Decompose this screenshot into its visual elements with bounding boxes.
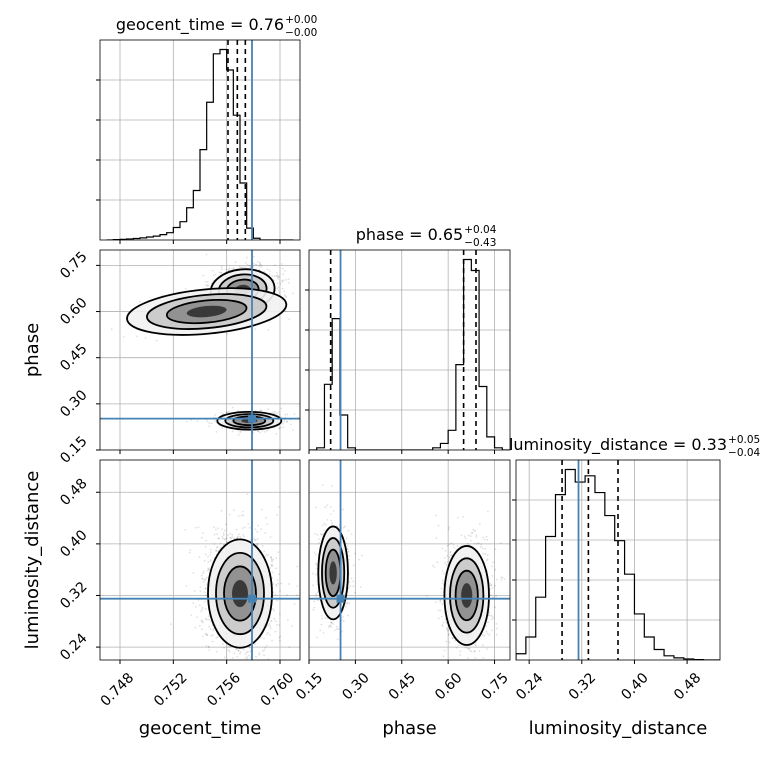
contour-0 [207, 538, 273, 649]
xtick-label: 0.760 [258, 670, 298, 710]
hist-panel-phase: phase = 0.65 +0.04−0.43 [305, 224, 511, 454]
mode-2 [126, 287, 288, 336]
xlabel-geocent_time: geocent_time [139, 718, 262, 739]
mode-0 [207, 538, 273, 649]
contour-1 [224, 413, 275, 429]
density-body [170, 493, 299, 660]
xtick-label: 0.752 [151, 670, 191, 710]
panel-frame [308, 459, 511, 661]
title-minus-geocent_time: −0.00 [285, 27, 317, 39]
panel-frame [308, 249, 511, 451]
contour-1 [215, 552, 265, 636]
xtick-label: 0.40 [618, 670, 651, 703]
xtick-label: 0.75 [478, 670, 511, 703]
ytick-label: 0.45 [57, 341, 90, 374]
scatter-points [110, 253, 299, 436]
xtick-label: 0.60 [432, 670, 465, 703]
mode-0 [317, 525, 349, 621]
mode-1 [443, 545, 490, 646]
histogram-phase [309, 258, 510, 450]
density-fill-3 [186, 305, 227, 318]
gridlines [100, 40, 300, 240]
title-minus-phase: −0.43 [464, 237, 496, 249]
xtick-label: 0.45 [386, 670, 419, 703]
density-panel-geocent_time-vs-luminosity_distance: 0.24 0.32 0.40 0.48 luminosity_distance 0.748… [22, 459, 301, 739]
ytick-label: 0.15 [57, 433, 90, 466]
title-plus-luminosity_distance: +0.05 [728, 434, 760, 446]
xtick-label: 0.30 [339, 670, 372, 703]
density-fill-3 [329, 561, 337, 585]
density-fill-3 [232, 580, 248, 608]
xlabel-luminosity_distance: luminosity_distance [529, 718, 708, 739]
contour-1 [449, 557, 485, 634]
hist-panel-luminosity_distance: luminosity_distance = 0.33 +0.05−0.04 0.24… [509, 434, 760, 739]
ytick-label: 0.40 [57, 527, 90, 560]
xtick-label: 0.48 [671, 670, 704, 703]
ytick-label: 0.24 [57, 630, 90, 663]
xlabel-phase: phase [382, 718, 436, 739]
title-plus-phase: +0.04 [464, 224, 496, 236]
truth-marker [248, 594, 256, 603]
panel-frame [99, 39, 301, 241]
hist-panel-geocent_time: geocent_time = 0.76 +0.00−0.00 [96, 14, 317, 244]
gridlines [309, 250, 510, 450]
truth-marker [248, 414, 256, 423]
density-fill-3 [461, 583, 473, 608]
contour-2 [223, 565, 257, 622]
ytick-label: 0.32 [57, 579, 90, 612]
contour-0 [126, 287, 288, 336]
title-minus-luminosity_distance: −0.04 [728, 447, 760, 459]
panel-frame [99, 459, 301, 661]
density-panel-phase-vs-luminosity_distance: 0.15 0.30 0.45 0.60 0.75 phase [293, 459, 512, 739]
ylabel-luminosity_distance: luminosity_distance [22, 471, 43, 650]
contour-1 [321, 537, 346, 609]
xtick-label: 0.756 [204, 670, 244, 710]
xtick-label: 0.15 [293, 670, 326, 703]
ytick-label: 0.30 [57, 387, 90, 420]
ytick-label: 0.75 [57, 249, 90, 282]
contour-2 [454, 569, 479, 622]
truth-marker [336, 594, 345, 603]
histogram-geocent_time [106, 48, 294, 240]
contour-2 [165, 298, 248, 325]
panel-frame [99, 249, 301, 451]
contour-1 [146, 293, 268, 330]
title-phase: phase = 0.65 [356, 225, 463, 244]
density-body [110, 253, 299, 436]
density-panel-geocent_time-vs-phase: 0.15 0.30 0.45 0.60 0.75 phase [22, 249, 301, 467]
contour-0 [216, 411, 283, 431]
panel-frame [515, 459, 721, 661]
contour-0 [443, 545, 490, 646]
ytick-label: 0.48 [57, 476, 90, 509]
title-plus-geocent_time: +0.00 [285, 14, 317, 26]
xtick-label: 0.32 [566, 670, 599, 703]
title-luminosity_distance: luminosity_distance = 0.33 [509, 435, 727, 455]
contour-0 [317, 525, 349, 621]
title-geocent_time: geocent_time = 0.76 [116, 15, 284, 35]
ytick-label: 0.60 [57, 295, 90, 328]
xtick-label: 0.748 [98, 670, 138, 710]
ylabel-phase: phase [22, 323, 43, 377]
xtick-label: 0.24 [513, 670, 546, 703]
histogram-luminosity_distance [516, 468, 720, 660]
gridlines [100, 460, 300, 660]
